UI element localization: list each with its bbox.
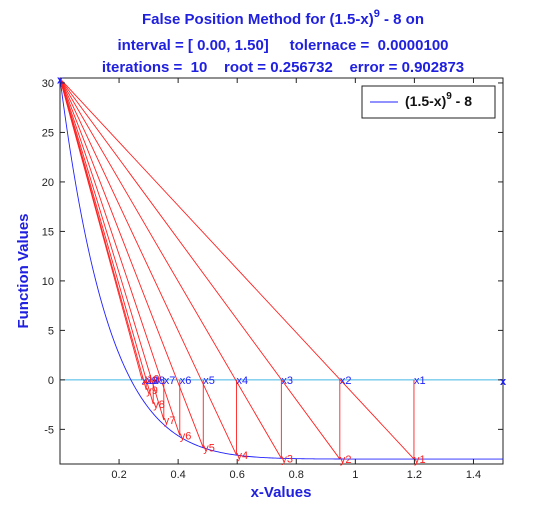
x-tick-label: 1.2 (407, 469, 422, 481)
y-tick-label: 5 (48, 325, 54, 337)
y-tick-group: -5 0 5 10 15 20 25 30 (42, 78, 503, 436)
secant-line-2 (59, 78, 341, 460)
x-tick-label: 1 (352, 469, 358, 481)
y-iterate-label-1: y1 (414, 454, 426, 466)
y-tick-label: 30 (42, 78, 54, 90)
secant-line-6 (59, 78, 181, 436)
secant-line-3 (59, 78, 282, 459)
y-iterate-label-10: y10 (142, 373, 160, 385)
x-tick-label: 0.8 (289, 469, 304, 481)
secant-line-7 (59, 78, 165, 420)
x-axis-label: x-Values (251, 484, 312, 501)
x-iterate-label-6: x6 (180, 375, 192, 387)
x-tick-label: 1.4 (466, 469, 481, 481)
y-tick-label: 25 (42, 127, 54, 139)
y-iterate-label-3: y3 (281, 453, 293, 465)
endpoint-marker-2: x (500, 376, 507, 388)
chart-title-line-2: interval = [ 0.00, 1.50] tolernace = 0.0… (117, 37, 448, 54)
endpoint-marker-1: x (57, 75, 64, 87)
y-axis-label: Function Values (15, 213, 32, 328)
x-tick-label: 0.2 (111, 469, 126, 481)
y-tick-label: 0 (48, 375, 54, 387)
x-tick-label: 0.4 (170, 469, 185, 481)
secant-line-8 (59, 78, 154, 405)
y-iterate-label-7: y7 (164, 415, 176, 427)
y-iterate-label-4: y4 (236, 450, 248, 462)
secant-line-4 (59, 78, 237, 456)
y-iterate-label-6: y6 (180, 430, 192, 442)
x-iterate-label-2: x2 (340, 375, 352, 387)
legend: (1.5-x)9 - 8 (361, 85, 496, 119)
x-iterate-label-1: x1 (414, 375, 426, 387)
y-iterate-label-5: y5 (203, 443, 215, 455)
legend-label: (1.5-x)9 - 8 (405, 91, 472, 109)
x-tick-group: 0.2 0.4 0.6 0.8 1 1.2 1.4 (111, 78, 481, 481)
x-iterate-label-10: x10 (142, 375, 160, 387)
x-iterate-label-5: x5 (203, 375, 215, 387)
x-iterate-label-7: x7 (164, 375, 176, 387)
drop-lines-group (141, 378, 415, 460)
function-curve (59, 78, 503, 460)
y-iterate-label-9: y9 (146, 385, 158, 397)
function-curve-group (59, 78, 503, 460)
chart-title-line-3: iterations = 10 root = 0.256732 error = … (102, 59, 464, 76)
y-iterate-label-8: y8 (153, 399, 165, 411)
x-iterate-label-9: x9 (146, 375, 158, 387)
x-tick-label: 0.6 (230, 469, 245, 481)
y-tick-label: 15 (42, 226, 54, 238)
y-iterate-label-2: y2 (340, 454, 352, 466)
secant-line-1 (59, 78, 415, 460)
y-tick-label: -5 (44, 424, 54, 436)
y-tick-label: 20 (42, 177, 54, 189)
y-tick-label: 10 (42, 276, 54, 288)
secant-line-10 (59, 78, 143, 379)
x-iterate-label-8: x8 (153, 375, 165, 387)
chart-title-line-1: False Position Method for (1.5-x)9 - 8 o… (142, 8, 424, 28)
x-iterate-label-3: x3 (281, 375, 293, 387)
x-iterate-label-4: x4 (236, 375, 248, 387)
endpoint-markers-group: xx (57, 75, 507, 388)
